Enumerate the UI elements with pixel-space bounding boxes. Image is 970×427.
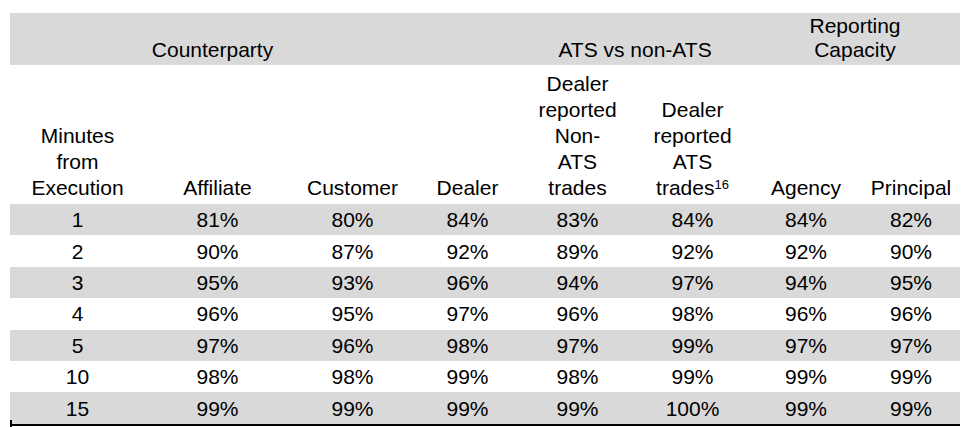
column-header-row: Minutes from Execution Affiliate Custome…	[10, 65, 960, 204]
value-cell: 99%	[750, 361, 862, 392]
minutes-cell: 5	[10, 330, 145, 361]
col-header-dealer-reported-ats-trades: Dealer reported ATS trades16	[635, 65, 750, 204]
value-cell: 96%	[520, 298, 635, 329]
table-row: 5 97% 96% 98% 97% 99% 97% 97%	[10, 330, 960, 361]
minutes-cell: 15	[10, 392, 145, 424]
table-row: 10 98% 98% 99% 98% 99% 99% 99%	[10, 361, 960, 392]
value-cell: 94%	[750, 267, 862, 298]
value-cell: 95%	[145, 267, 290, 298]
value-cell: 83%	[520, 204, 635, 235]
value-cell: 80%	[290, 204, 415, 235]
value-cell: 100%	[635, 392, 750, 424]
value-cell: 95%	[290, 298, 415, 329]
col-header-minutes-from-execution: Minutes from Execution	[10, 65, 145, 204]
col-header-dealer: Dealer	[415, 65, 520, 204]
value-cell: 99%	[415, 361, 520, 392]
value-cell: 98%	[290, 361, 415, 392]
minutes-cell: 3	[10, 267, 145, 298]
value-cell: 99%	[635, 330, 750, 361]
value-cell: 97%	[520, 330, 635, 361]
value-cell: 84%	[635, 204, 750, 235]
value-cell: 97%	[750, 330, 862, 361]
col-header-agency: Agency	[750, 65, 862, 204]
col-header-dealer-reported-non-ats-trades: Dealer reported Non- ATS trades	[520, 65, 635, 204]
cropped-element-tick	[10, 420, 12, 427]
value-cell: 99%	[862, 361, 960, 392]
group-header-ats-vs-non-ats: ATS vs non-ATS	[520, 13, 750, 65]
table-row: 4 96% 95% 97% 96% 98% 96% 96%	[10, 298, 960, 329]
table-row: 3 95% 93% 96% 94% 97% 94% 95%	[10, 267, 960, 298]
table-row: 1 81% 80% 84% 83% 84% 84% 82%	[10, 204, 960, 235]
reporting-speed-table: Counterparty ATS vs non-ATS Reporting Ca…	[10, 13, 960, 426]
col-header-principal: Principal	[862, 65, 960, 204]
group-header-reporting-capacity: Reporting Capacity	[750, 13, 960, 65]
value-cell: 95%	[862, 267, 960, 298]
value-cell: 97%	[635, 267, 750, 298]
minutes-cell: 10	[10, 361, 145, 392]
value-cell: 90%	[862, 235, 960, 266]
value-cell: 97%	[862, 330, 960, 361]
value-cell: 92%	[415, 235, 520, 266]
value-cell: 99%	[290, 392, 415, 424]
value-cell: 98%	[145, 361, 290, 392]
value-cell: 96%	[145, 298, 290, 329]
value-cell: 94%	[520, 267, 635, 298]
minutes-cell: 2	[10, 235, 145, 266]
value-cell: 98%	[415, 330, 520, 361]
group-header-row: Counterparty ATS vs non-ATS Reporting Ca…	[10, 13, 960, 65]
value-cell: 99%	[145, 392, 290, 424]
value-cell: 92%	[750, 235, 862, 266]
value-cell: 97%	[145, 330, 290, 361]
group-header-spacer	[415, 13, 520, 65]
page: Counterparty ATS vs non-ATS Reporting Ca…	[0, 0, 970, 427]
value-cell: 82%	[862, 204, 960, 235]
value-cell: 92%	[635, 235, 750, 266]
value-cell: 81%	[145, 204, 290, 235]
value-cell: 98%	[635, 298, 750, 329]
value-cell: 98%	[520, 361, 635, 392]
value-cell: 93%	[290, 267, 415, 298]
value-cell: 87%	[290, 235, 415, 266]
col-header-customer: Customer	[290, 65, 415, 204]
minutes-cell: 1	[10, 204, 145, 235]
value-cell: 99%	[862, 392, 960, 424]
footnote-reference-16: 16	[714, 177, 728, 192]
col-header-affiliate: Affiliate	[145, 65, 290, 204]
value-cell: 90%	[145, 235, 290, 266]
group-header-counterparty: Counterparty	[10, 13, 415, 65]
value-cell: 96%	[290, 330, 415, 361]
table-row: 15 99% 99% 99% 99% 100% 99% 99%	[10, 392, 960, 424]
value-cell: 96%	[750, 298, 862, 329]
value-cell: 84%	[415, 204, 520, 235]
value-cell: 89%	[520, 235, 635, 266]
value-cell: 99%	[635, 361, 750, 392]
value-cell: 99%	[520, 392, 635, 424]
table-row: 2 90% 87% 92% 89% 92% 92% 90%	[10, 235, 960, 266]
value-cell: 99%	[750, 392, 862, 424]
value-cell: 97%	[415, 298, 520, 329]
value-cell: 96%	[415, 267, 520, 298]
value-cell: 96%	[862, 298, 960, 329]
value-cell: 84%	[750, 204, 862, 235]
minutes-cell: 4	[10, 298, 145, 329]
value-cell: 99%	[415, 392, 520, 424]
